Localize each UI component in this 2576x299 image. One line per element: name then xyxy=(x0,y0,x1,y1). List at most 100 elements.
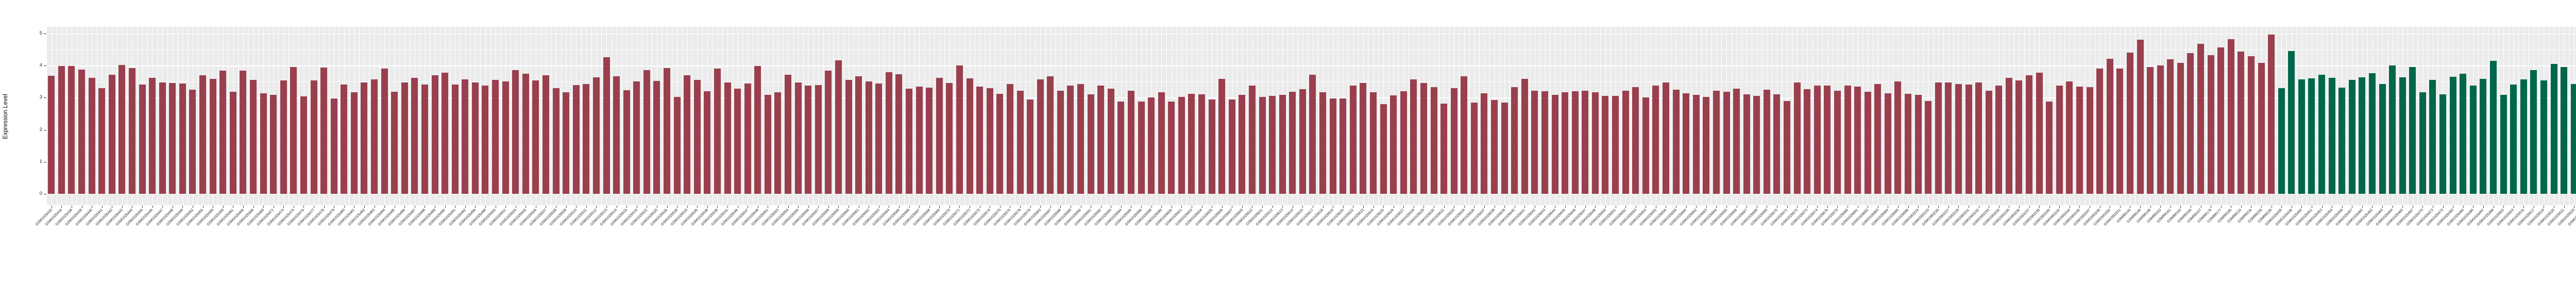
bar xyxy=(1591,92,1599,194)
bar xyxy=(724,82,731,194)
bar xyxy=(1713,90,1720,194)
x-tick-mark xyxy=(1222,206,1223,208)
bar xyxy=(1208,99,1215,194)
bar xyxy=(1420,83,1427,194)
x-tick-mark xyxy=(182,206,183,208)
x-tick-mark xyxy=(2029,206,2030,208)
bar xyxy=(643,70,650,194)
x-tick-mark xyxy=(2483,206,2484,208)
x-tick-mark xyxy=(1242,206,1243,208)
bar xyxy=(1016,90,1024,194)
bar xyxy=(1692,95,1700,194)
x-tick-mark xyxy=(1595,206,1596,208)
bar xyxy=(714,69,721,194)
bar xyxy=(1975,82,1982,194)
x-tick-mark xyxy=(1605,206,1606,208)
bar xyxy=(2238,51,2245,194)
bar xyxy=(1834,90,1841,194)
bar xyxy=(462,79,469,194)
bar xyxy=(118,64,126,194)
bar xyxy=(2056,85,2063,194)
x-tick-mark xyxy=(2079,206,2080,208)
bar xyxy=(572,85,580,194)
x-tick-mark xyxy=(324,206,325,208)
x-tick-mark xyxy=(828,206,829,208)
bar xyxy=(2207,55,2214,194)
bar xyxy=(1117,102,1125,194)
x-tick-mark xyxy=(2362,206,2363,208)
bar xyxy=(2439,94,2447,194)
bar xyxy=(2520,79,2527,194)
bar xyxy=(341,84,348,194)
bar xyxy=(159,82,166,194)
x-tick-mark xyxy=(1302,206,1303,208)
bar xyxy=(2540,80,2547,194)
bar xyxy=(542,75,549,194)
bar xyxy=(1541,91,1548,194)
bar xyxy=(451,84,459,194)
bar xyxy=(1935,82,1942,194)
bar xyxy=(895,74,903,194)
bar xyxy=(2015,80,2023,194)
bar xyxy=(1168,102,1175,194)
x-tick-mark xyxy=(818,206,819,208)
x-tick-mark xyxy=(1161,206,1162,208)
bar xyxy=(946,83,953,194)
x-tick-mark xyxy=(2049,206,2050,208)
x-tick-mark xyxy=(2523,206,2524,208)
bar xyxy=(1148,97,1155,194)
x-tick-mark xyxy=(1040,206,1041,208)
x-tick-mark xyxy=(697,206,698,208)
x-tick-mark xyxy=(223,206,224,208)
bar xyxy=(1097,86,1105,194)
bar xyxy=(2338,88,2346,194)
bar xyxy=(68,66,75,194)
bar xyxy=(139,84,146,194)
bar xyxy=(229,91,236,194)
x-tick-mark xyxy=(899,206,900,208)
bar xyxy=(512,70,519,194)
bar xyxy=(1138,101,1145,194)
bar xyxy=(2460,74,2467,194)
bar xyxy=(88,78,95,194)
bar xyxy=(2268,34,2275,194)
bar xyxy=(1571,91,1579,194)
bar xyxy=(1077,84,1084,194)
bar xyxy=(2258,63,2265,194)
x-tick-mark xyxy=(2301,206,2302,208)
bar xyxy=(2096,69,2104,194)
x-tick-mark xyxy=(1958,206,1959,208)
bar xyxy=(421,84,428,194)
bar xyxy=(1793,82,1801,194)
x-tick-mark xyxy=(2120,206,2121,208)
x-tick-mark xyxy=(263,206,264,208)
bar xyxy=(1279,94,1286,194)
bar xyxy=(1854,87,1861,194)
bar xyxy=(1047,76,1054,194)
bar xyxy=(2197,43,2205,194)
bar xyxy=(835,60,842,194)
bar xyxy=(2167,59,2174,194)
bar xyxy=(1057,91,1064,194)
y-tick-label: 1 xyxy=(39,158,42,164)
bar xyxy=(653,81,660,194)
bar xyxy=(1905,93,1912,194)
gridline-major xyxy=(46,65,2576,67)
bar xyxy=(1925,101,1932,194)
x-tick-mark xyxy=(1585,206,1586,208)
y-tick-label: 3 xyxy=(39,94,42,101)
bar xyxy=(1652,85,1659,194)
bar xyxy=(926,88,933,194)
bar xyxy=(1501,103,1508,194)
x-tick-mark xyxy=(1423,206,1425,208)
bar xyxy=(1410,79,1417,194)
bar xyxy=(2490,61,2497,194)
bar xyxy=(502,81,509,194)
x-tick-mark xyxy=(566,206,567,208)
bar xyxy=(774,92,782,194)
bar xyxy=(330,98,337,194)
bar xyxy=(2046,101,2053,194)
x-tick-mark xyxy=(364,206,365,208)
x-tick-mark xyxy=(2402,206,2403,208)
bar xyxy=(1521,78,1528,194)
